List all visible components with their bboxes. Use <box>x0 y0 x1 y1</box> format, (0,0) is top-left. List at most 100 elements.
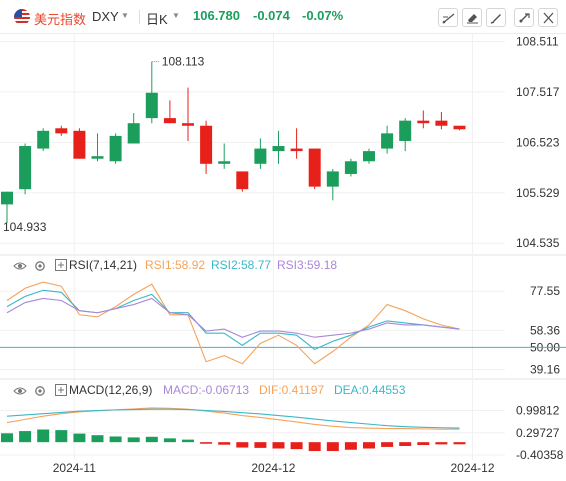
candle-body <box>200 125 213 164</box>
y-tick-label: 104.535 <box>516 236 560 250</box>
candle-body <box>91 156 104 159</box>
macd-histogram-bar <box>127 437 140 443</box>
header-divider <box>139 10 140 24</box>
candle-body <box>145 92 158 119</box>
draw-line-button[interactable] <box>438 8 458 27</box>
macd-histogram-bar <box>55 430 68 443</box>
rsi3-value: RSI3:59.18 <box>277 258 338 272</box>
macd-histogram-bar <box>290 442 303 450</box>
macd-legend: MACD(12,26,9) MACD:-0.06713 DIF:0.41197 … <box>0 383 566 399</box>
macd-histogram-bar <box>145 436 158 443</box>
current-price: 106.780 <box>193 8 240 23</box>
rsi1-value: RSI1:58.92 <box>145 258 206 272</box>
macd-histogram-bar <box>308 442 321 452</box>
candle-body <box>453 125 466 130</box>
dea-value: DEA:0.44553 <box>334 383 406 397</box>
candle-body <box>37 130 50 149</box>
candle-body <box>1 191 13 205</box>
candle-body <box>381 133 394 149</box>
candle-body <box>290 148 303 152</box>
macd-line-dea <box>6 408 460 429</box>
macd-histogram-bar <box>453 442 466 445</box>
macd-histogram-bar <box>109 436 122 443</box>
macd-histogram-bar <box>326 442 339 452</box>
symbol-code[interactable]: DXY <box>92 9 119 24</box>
macd-histogram-bar <box>163 438 176 443</box>
macd-histogram-bar <box>1 433 13 443</box>
rsi-legend: RSI(7,14,21) RSI1:58.92 RSI2:58.77 RSI3:… <box>0 258 566 274</box>
candle-body <box>55 128 68 134</box>
candle-body <box>236 171 249 190</box>
x-tick-label: 2024-12 <box>450 461 494 475</box>
y-tick-label: 108.511 <box>516 34 559 48</box>
min-price-annotation: 104.933 <box>3 220 47 234</box>
brush-icon <box>490 14 501 24</box>
macd-histogram-bar <box>218 442 231 445</box>
candle-body <box>163 118 176 124</box>
macd-y-tick-label: -0.40358 <box>516 448 564 462</box>
macd-histogram-bar <box>399 442 412 446</box>
candle-body <box>272 146 285 152</box>
candle-body <box>218 161 231 164</box>
rsi-line-rsi2 <box>6 289 460 351</box>
magnet-button[interactable] <box>514 8 534 27</box>
macd-histogram-bar <box>417 442 430 446</box>
candle-body <box>435 120 448 126</box>
settings-icon[interactable] <box>33 384 47 398</box>
candle-body <box>19 146 32 190</box>
macd-y-tick-label: 0.29727 <box>516 426 560 440</box>
candle-body <box>326 171 339 187</box>
eye-icon[interactable] <box>13 384 27 398</box>
candle-body <box>417 120 430 124</box>
macd-histogram-bar <box>182 439 194 443</box>
rsi-y-tick-label: 77.55 <box>530 284 560 298</box>
draw-line-icon <box>442 13 455 24</box>
rsi-name: RSI(7,14,21) <box>69 258 138 272</box>
period-selector[interactable]: 日K <box>146 12 168 27</box>
y-tick-label: 106.523 <box>516 135 560 149</box>
macd-histogram-bar <box>236 442 249 448</box>
rsi2-value: RSI2:58.77 <box>211 258 272 272</box>
candle-body <box>363 151 375 162</box>
macd-name: MACD(12,26,9) <box>69 383 153 397</box>
x-tick-label: 2024-12 <box>251 461 295 475</box>
y-tick-label: 105.529 <box>516 186 560 200</box>
eraser-button[interactable] <box>462 8 482 27</box>
symbol-dropdown-caret-icon[interactable]: ▼ <box>121 11 129 20</box>
y-tick-label: 107.517 <box>516 85 560 99</box>
settings-icon[interactable] <box>33 259 47 273</box>
eraser-icon <box>467 14 478 24</box>
eye-icon[interactable] <box>13 259 27 273</box>
candle-body <box>73 130 86 159</box>
macd-line-dif <box>6 407 460 430</box>
candle-body <box>127 123 140 144</box>
rsi-y-tick-label: 39.16 <box>530 363 560 377</box>
macd-histogram-bar <box>363 442 375 449</box>
x-tick-label: 2024-11 <box>53 461 96 475</box>
close-button[interactable] <box>538 8 558 27</box>
dif-value: DIF:0.41197 <box>259 383 325 397</box>
macd-y-tick-label: 0.99812 <box>516 404 560 418</box>
macd-histogram-bar <box>19 431 32 443</box>
macd-histogram-bar <box>344 442 357 450</box>
price-change-percent: -0.07% <box>302 8 344 23</box>
brush-button[interactable] <box>486 8 506 27</box>
macd-histogram-bar <box>381 442 394 447</box>
rsi-line-rsi1 <box>6 281 460 365</box>
chart-header: 美元指数 DXY ▼ 日K ▼ 106.780 -0.074 -0.07% <box>0 0 566 34</box>
macd-value: MACD:-0.06713 <box>163 383 250 397</box>
macd-histogram-bar <box>73 433 86 443</box>
candle-body <box>399 120 412 141</box>
price-change: -0.074 <box>253 8 290 23</box>
expand-icon[interactable] <box>55 259 67 271</box>
macd-histogram-bar <box>435 442 448 445</box>
candle-body <box>254 148 267 164</box>
rsi-y-tick-label: 58.36 <box>530 323 560 337</box>
us-flag-icon <box>14 9 30 25</box>
expand-icon[interactable] <box>55 384 67 396</box>
symbol-name[interactable]: 美元指数 <box>34 12 87 27</box>
candle-body <box>344 161 357 174</box>
macd-histogram-bar <box>91 435 104 443</box>
period-dropdown-caret-icon[interactable]: ▼ <box>172 11 180 20</box>
